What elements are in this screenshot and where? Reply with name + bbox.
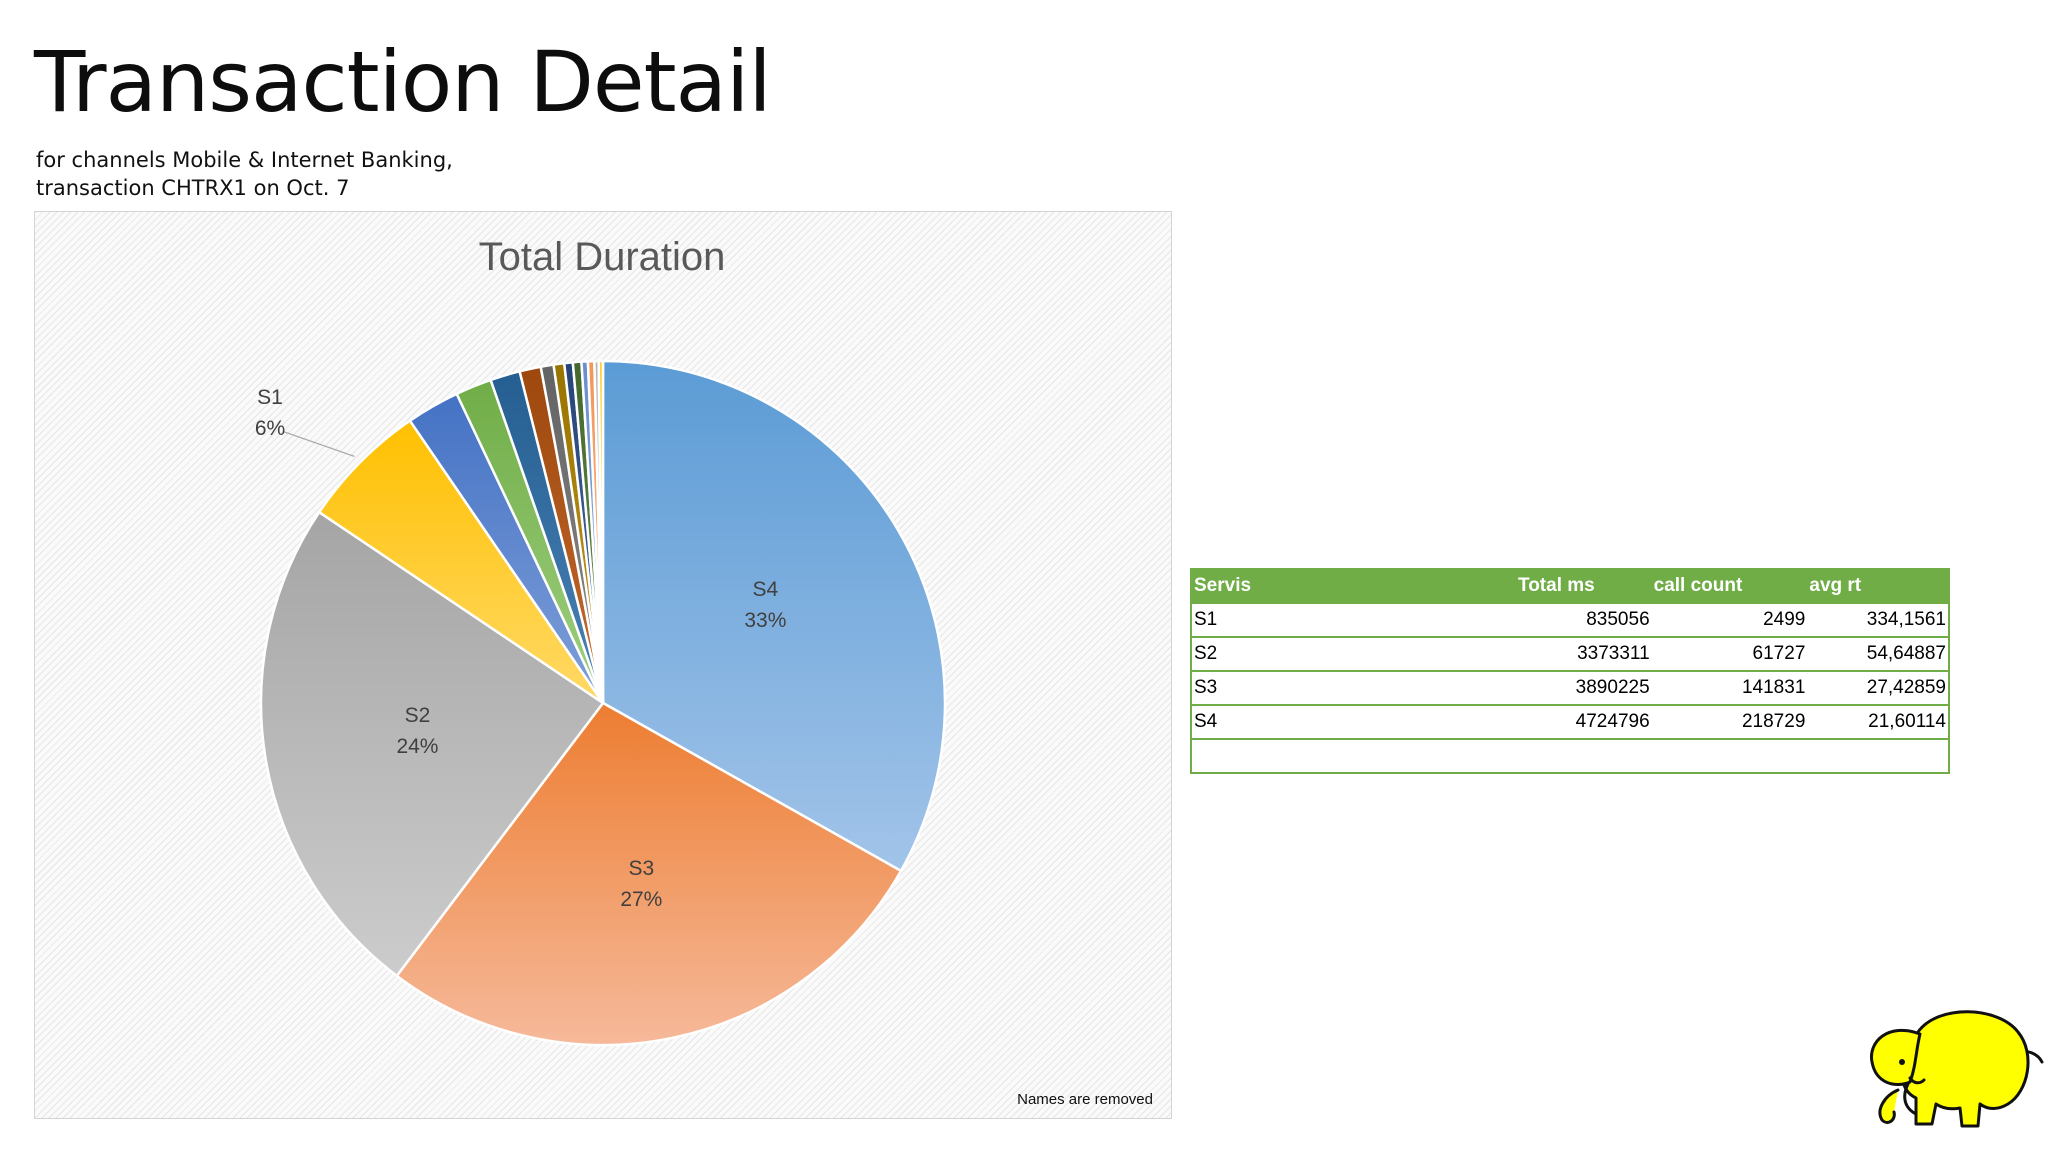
header-avg-rt: avg rt [1807,569,1949,603]
cell-avg-rt: 334,1561 [1807,602,1949,637]
cell-avg-rt: 21,60114 [1807,704,1949,739]
cell-avg-rt: 54,64887 [1807,636,1949,671]
pie-slice-s3 [395,701,903,1047]
cell-servis: S1 [1191,602,1516,637]
table-row: S2 3373311 61727 54,64887 [1191,636,1949,671]
subtitle-line-1: for channels Mobile & Internet Banking, [36,148,453,172]
table-row [1191,738,1949,773]
service-stats-table: Servis Total ms call count avg rt S1 835… [1190,568,1950,774]
pie-slice-s4 [601,359,947,873]
slice-name-label: S1 [257,386,283,409]
page-title: Transaction Detail [34,33,772,131]
cell-total-ms [1516,738,1652,773]
table-header-row: Servis Total ms call count avg rt [1191,569,1949,603]
pie-slice-s2 [259,510,605,978]
table-row: S4 4724796 218729 21,60114 [1191,704,1949,739]
pie-slice-15 [597,359,605,704]
cell-servis: S2 [1191,636,1516,671]
slice-name-label: S3 [628,857,654,880]
slice-percent-label: 24% [396,735,438,758]
cell-total-ms: 3373311 [1516,636,1652,671]
slice-name-label: S4 [753,578,779,601]
table-row: S1 835056 2499 334,1561 [1191,602,1949,637]
slice-percent-label: 6% [255,417,285,440]
header-servis: Servis [1191,569,1516,603]
slice-percent-label: 33% [744,609,786,632]
leader-line [283,431,355,458]
cell-total-ms: 3890225 [1516,670,1652,705]
cell-call-count: 141831 [1651,670,1808,705]
cell-servis [1191,738,1516,773]
cell-call-count: 2499 [1651,602,1808,637]
cell-call-count [1651,738,1808,773]
cell-servis: S4 [1191,704,1516,739]
header-call-count: call count [1651,569,1808,603]
cell-avg-rt: 27,42859 [1807,670,1949,705]
header-total-ms: Total ms [1516,569,1652,603]
pie-chart: Total Duration S4 33% S3 27% S2 24% S1 6% [255,235,947,1047]
yellow-elephant-mascot-icon [1870,1010,2044,1128]
cell-total-ms: 4724796 [1516,704,1652,739]
page-subtitle: for channels Mobile & Internet Banking, … [36,146,453,202]
cell-total-ms: 835056 [1516,602,1652,637]
slice-percent-label: 27% [620,888,662,911]
cell-call-count: 218729 [1651,704,1808,739]
pie-slice-s1 [317,418,605,705]
cell-servis: S3 [1191,670,1516,705]
pie-chart-panel: Total Duration S4 33% S3 27% S2 24% S1 6% Names… [34,211,1172,1119]
cell-avg-rt [1807,738,1949,773]
table-row: S3 3890225 141831 27,42859 [1191,670,1949,705]
names-removed-note: Names are removed [1017,1091,1153,1108]
slice-name-label: S2 [405,704,431,727]
cell-call-count: 61727 [1651,636,1808,671]
chart-title: Total Duration [479,235,726,279]
subtitle-line-2: transaction CHTRX1 on Oct. 7 [36,176,350,200]
